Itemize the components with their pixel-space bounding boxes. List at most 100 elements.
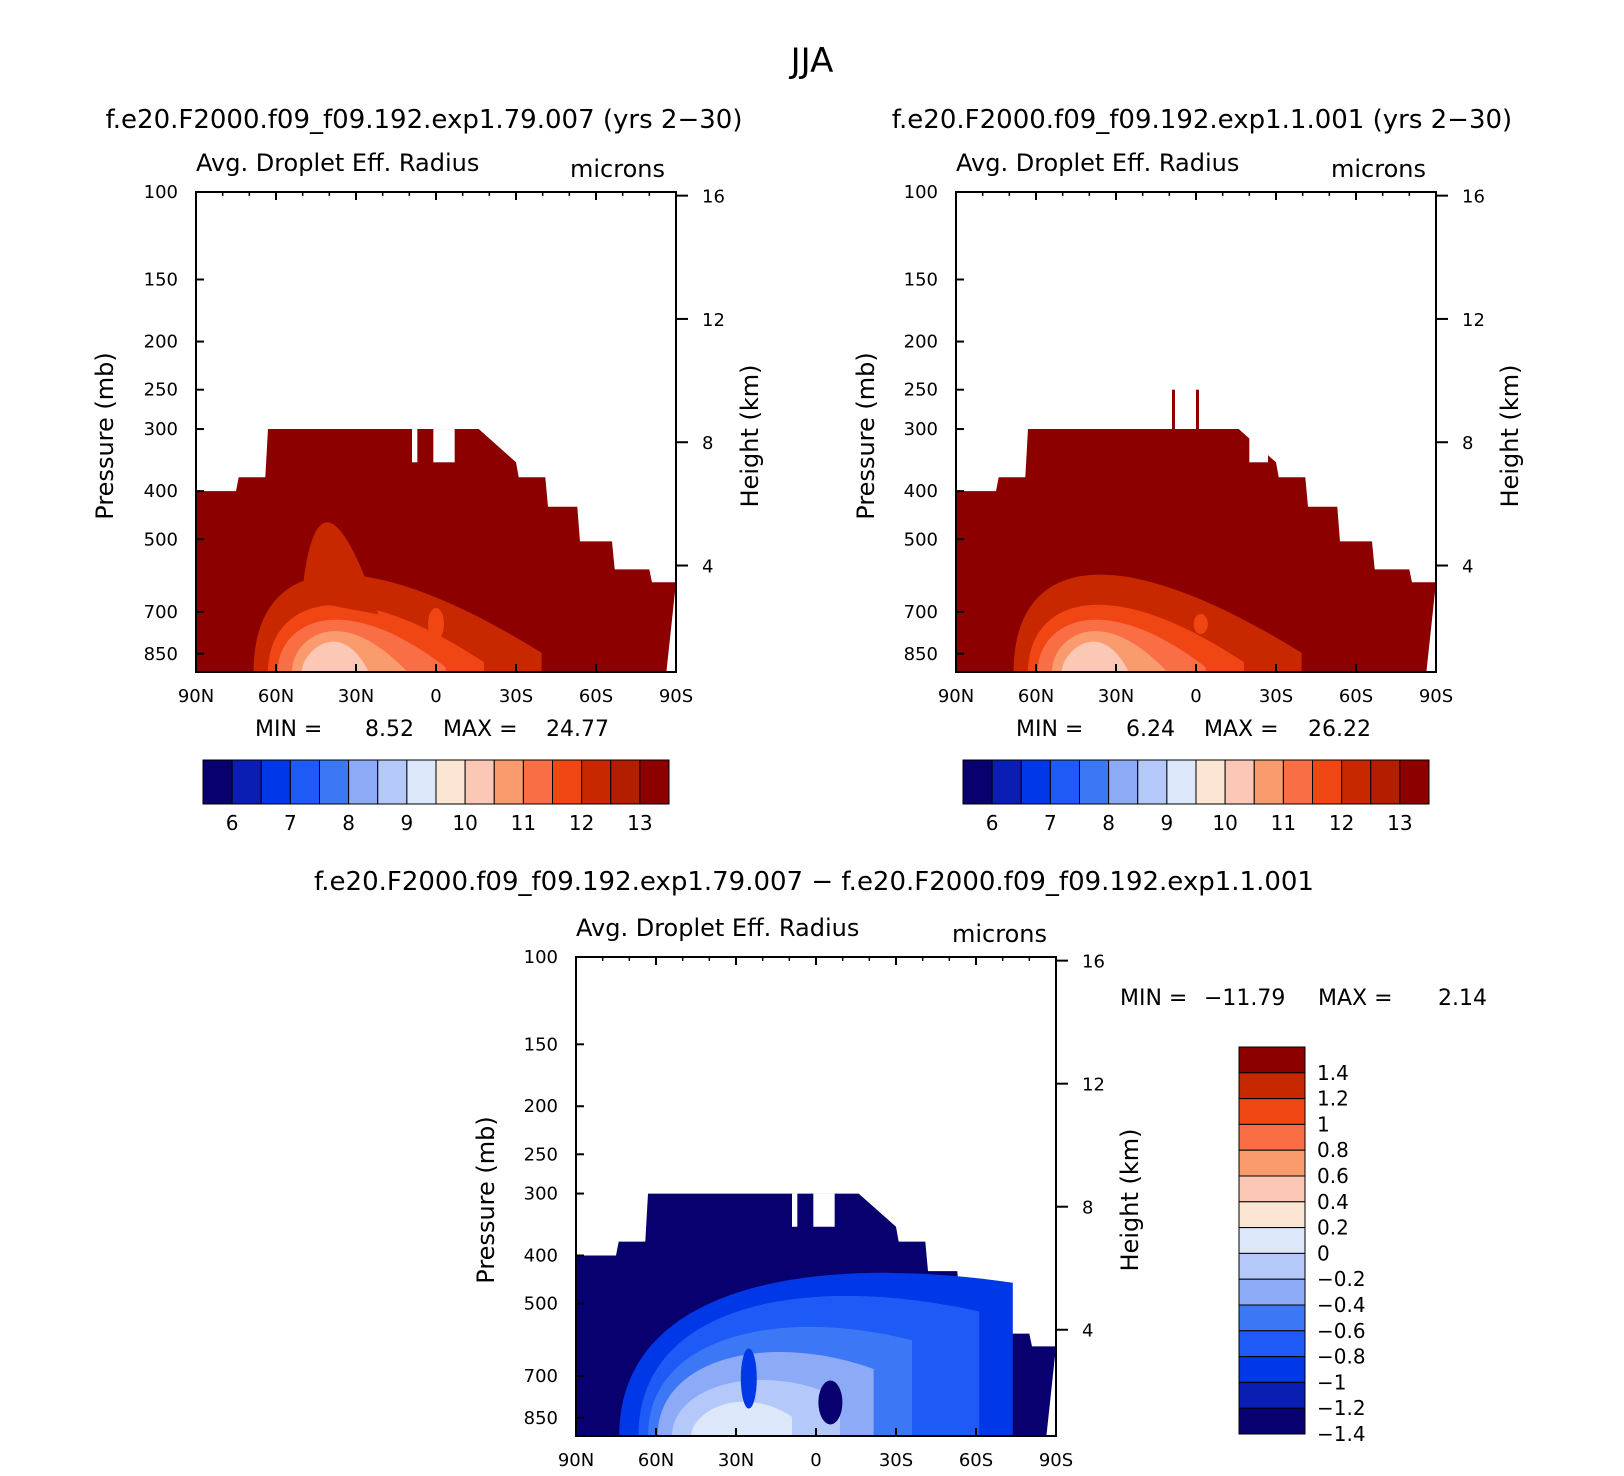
y2-tick-label: 4 <box>1082 1321 1093 1342</box>
colorbar-swatch <box>1238 1098 1306 1125</box>
panel-diff-y2label: Height (km) <box>1116 1129 1144 1272</box>
colorbar-swatch <box>1108 759 1139 805</box>
x-tick-label: 90N <box>558 1450 594 1471</box>
colorbar-swatch <box>1049 759 1080 805</box>
colorbar-label: 12 <box>1329 811 1354 835</box>
colorbar-label: 10 <box>1212 811 1237 835</box>
right-panel-case-title: f.e20.F2000.f09_f09.192.exp1.1.001 (yrs … <box>892 105 1512 135</box>
colorbar-swatch <box>581 759 612 805</box>
colorbar-label: 9 <box>401 811 414 835</box>
colorbar-label: −1.4 <box>1317 1422 1366 1446</box>
colorbar-label: −1 <box>1317 1370 1346 1394</box>
field-gap <box>433 429 455 463</box>
colorbar-label: 8 <box>342 811 355 835</box>
field-contour <box>1061 641 1129 672</box>
colorbar-swatch <box>991 759 1022 805</box>
panel-left-max-value: 24.77 <box>546 717 609 742</box>
panel-right-max-label: MAX = <box>1204 717 1279 742</box>
y2-tick-label: 8 <box>702 433 713 454</box>
colorbar-swatch <box>1312 759 1343 805</box>
panel-right-max-value: 26.22 <box>1308 717 1371 742</box>
panel-diff-units: microns <box>952 920 1047 948</box>
panel-right-min-value: 6.24 <box>1126 717 1175 742</box>
difference-panel-title: f.e20.F2000.f09_f09.192.exp1.79.007 − f.… <box>314 867 1314 897</box>
colorbar-label: 12 <box>569 811 594 835</box>
left-panel-case-title: f.e20.F2000.f09_f09.192.exp1.79.007 (yrs… <box>106 105 743 135</box>
y-tick-label: 250 <box>524 1144 558 1165</box>
y-tick-label: 500 <box>904 529 938 550</box>
x-tick-label: 90N <box>938 686 974 707</box>
colorbar-swatch <box>1238 1381 1306 1409</box>
y-tick-label: 500 <box>144 529 178 550</box>
field-contour <box>691 1401 792 1436</box>
colorbar-swatch <box>552 759 583 805</box>
colorbar-swatch <box>1238 1356 1306 1383</box>
colorbar-label: 13 <box>627 811 652 835</box>
colorbar-swatch <box>1238 1278 1306 1306</box>
panel-right-units: microns <box>1331 155 1426 183</box>
colorbar-swatch <box>260 759 291 805</box>
panel-left-min-label: MIN = <box>255 717 322 742</box>
y-tick-label: 850 <box>144 644 178 665</box>
y2-tick-label: 4 <box>702 557 713 578</box>
contour-field-right <box>956 389 1436 672</box>
y-tick-label: 850 <box>904 644 938 665</box>
colorbar-swatch <box>1137 759 1168 805</box>
colorbar-swatch <box>1238 1407 1306 1435</box>
colorbar-label: 10 <box>452 811 477 835</box>
colorbar-swatch <box>1195 759 1226 805</box>
y2-tick-label: 16 <box>702 187 725 208</box>
panel-left-ylabel: Pressure (mb) <box>91 352 119 519</box>
y-tick-label: 700 <box>904 602 938 623</box>
panel-left: Avg. Droplet Eff. Radius microns Pressur… <box>91 149 764 835</box>
x-tick-label: 60N <box>638 1450 674 1471</box>
x-tick-label: 60S <box>1339 686 1373 707</box>
y-tick-label: 700 <box>144 602 178 623</box>
x-tick-label: 60N <box>258 686 294 707</box>
x-tick-label: 0 <box>810 1450 821 1471</box>
colorbar-label: −0.8 <box>1317 1345 1366 1369</box>
colorbar-label: 11 <box>1271 811 1296 835</box>
y2-tick-label: 12 <box>1462 310 1485 331</box>
x-tick-label: 90S <box>659 686 693 707</box>
panel-left-min-value: 8.52 <box>365 717 414 742</box>
y-tick-label: 400 <box>144 481 178 502</box>
y-tick-label: 150 <box>524 1034 558 1055</box>
y2-tick-label: 8 <box>1462 433 1473 454</box>
field-contour <box>301 522 379 615</box>
y-tick-label: 300 <box>524 1184 558 1205</box>
panel-right-y2label: Height (km) <box>1496 365 1524 508</box>
colorbar-label: 1.4 <box>1317 1061 1349 1085</box>
colorbar-label: 0.2 <box>1317 1216 1349 1240</box>
y-tick-label: 150 <box>904 269 938 290</box>
colorbar-swatch <box>377 759 408 805</box>
colorbar-label: −0.2 <box>1317 1267 1366 1291</box>
panel-right-title: Avg. Droplet Eff. Radius <box>956 149 1239 177</box>
colorbar-swatch <box>962 759 993 805</box>
panel-diff-title: Avg. Droplet Eff. Radius <box>576 914 859 942</box>
colorbar-swatch <box>1166 759 1197 805</box>
panel-right: Avg. Droplet Eff. Radius microns Pressur… <box>852 149 1524 835</box>
y2-tick-label: 8 <box>1082 1198 1093 1219</box>
colorbar-label: −1.2 <box>1317 1396 1366 1420</box>
contour-field-left <box>196 429 676 672</box>
colorbar-swatch <box>1238 1304 1306 1332</box>
y-tick-label: 150 <box>144 269 178 290</box>
colorbar-label: −0.4 <box>1317 1293 1366 1317</box>
colorbar-swatch <box>435 759 466 805</box>
field-spike <box>1196 389 1199 430</box>
colorbar-label: 6 <box>226 811 239 835</box>
y2-tick-label: 16 <box>1462 187 1485 208</box>
colorbar-swatch <box>1253 759 1284 805</box>
panel-diff: Avg. Droplet Eff. Radius microns Pressur… <box>472 914 1487 1471</box>
colorbar-label: 0.6 <box>1317 1164 1349 1188</box>
colorbar-swatch <box>1238 1227 1306 1254</box>
y-tick-label: 200 <box>524 1096 558 1117</box>
y-tick-label: 100 <box>904 182 938 203</box>
colorbar-swatch <box>1238 1201 1306 1229</box>
y-tick-label: 100 <box>144 182 178 203</box>
x-tick-label: 30N <box>338 686 374 707</box>
field-contour <box>428 608 444 640</box>
colorbar-swatch <box>319 759 350 805</box>
